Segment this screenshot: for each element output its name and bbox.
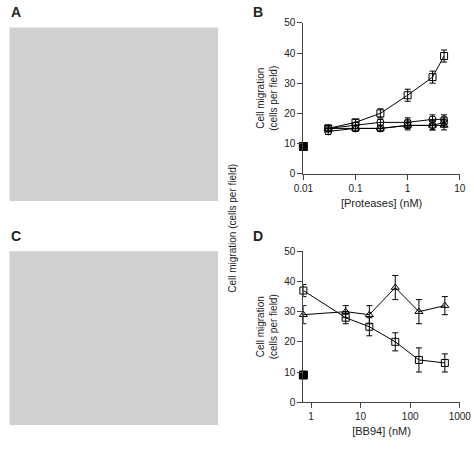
svg-text:10: 10 <box>284 367 296 378</box>
svg-text:B: B <box>253 4 263 20</box>
svg-text:0: 0 <box>290 168 296 179</box>
svg-text:C: C <box>11 228 21 244</box>
svg-text:Cell migration(cells per field: Cell migration(cells per field) <box>255 66 279 131</box>
svg-text:1: 1 <box>405 183 411 194</box>
svg-text:30: 30 <box>284 78 296 89</box>
svg-text:50: 50 <box>284 246 296 257</box>
svg-text:40: 40 <box>284 276 296 287</box>
svg-text:30: 30 <box>284 306 296 317</box>
svg-text:40: 40 <box>284 48 296 59</box>
svg-text:0.01: 0.01 <box>294 183 314 194</box>
svg-text:100: 100 <box>402 411 419 422</box>
svg-text:1: 1 <box>308 411 314 422</box>
svg-text:[BB94] (nM): [BB94] (nM) <box>352 425 411 437</box>
svg-text:20: 20 <box>284 336 296 347</box>
svg-text:A: A <box>11 4 21 20</box>
svg-text:D: D <box>253 228 263 244</box>
svg-text:10: 10 <box>284 138 296 149</box>
svg-text:Cell migration (cells per fiel: Cell migration (cells per field) <box>227 164 238 293</box>
svg-text:[Proteases] (nM): [Proteases] (nM) <box>341 197 422 209</box>
svg-text:1000: 1000 <box>449 411 472 422</box>
svg-text:Cell migration(cells per field: Cell migration(cells per field) <box>255 294 279 359</box>
svg-text:20: 20 <box>284 108 296 119</box>
svg-text:0.1: 0.1 <box>349 183 363 194</box>
svg-text:0: 0 <box>290 397 296 408</box>
svg-text:10: 10 <box>454 183 466 194</box>
svg-text:50: 50 <box>284 17 296 28</box>
svg-text:10: 10 <box>355 411 367 422</box>
